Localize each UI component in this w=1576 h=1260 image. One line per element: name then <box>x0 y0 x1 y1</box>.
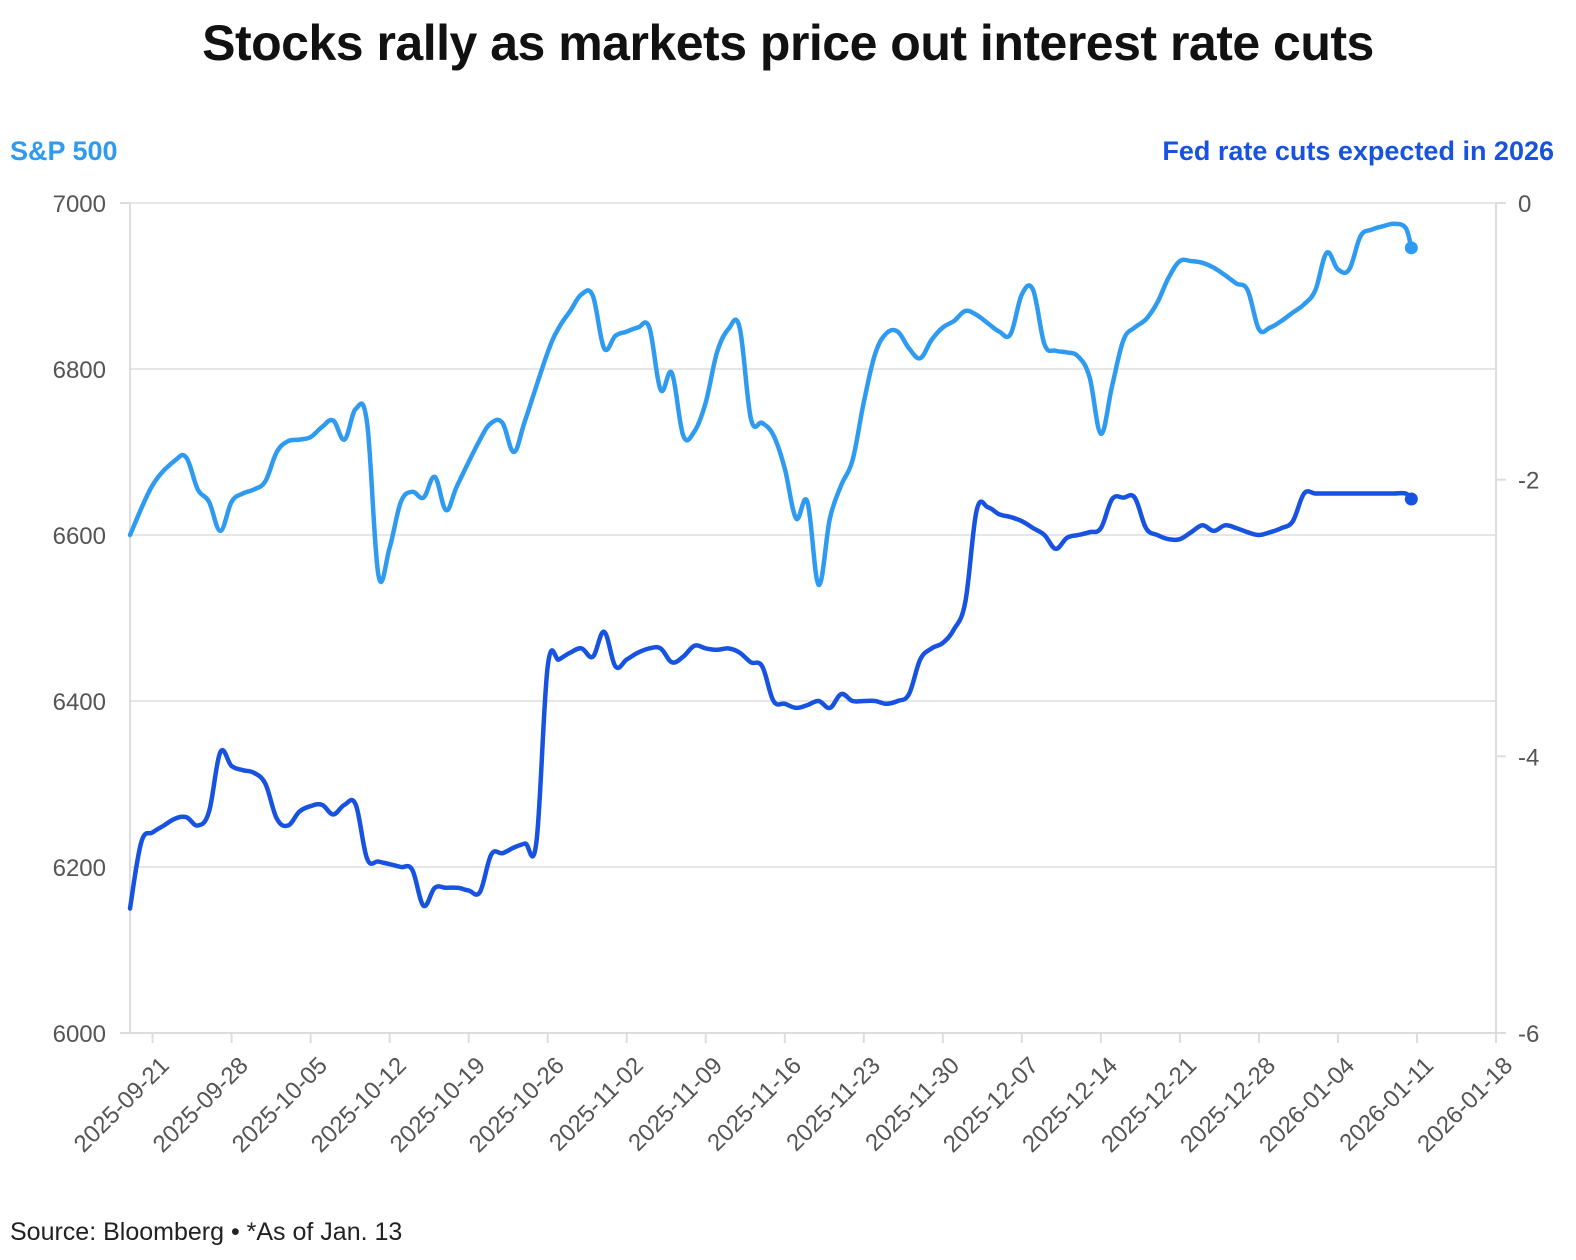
right-axis-label: Fed rate cuts expected in 2026 <box>1162 136 1554 166</box>
left-tick-label: 6600 <box>53 523 106 550</box>
axes <box>120 202 1506 1034</box>
chart-title: Stocks rally as markets price out intere… <box>202 15 1374 71</box>
right-axis-ticks: -6 -4 -2 0 <box>1496 191 1539 1048</box>
right-tick-label: -2 <box>1518 468 1539 495</box>
right-tick-label: -6 <box>1518 1021 1539 1048</box>
right-tick-label: -4 <box>1518 744 1539 771</box>
sp500-endpoint <box>1404 241 1418 255</box>
sp500-line <box>127 221 1414 588</box>
left-tick-label: 6000 <box>53 1021 106 1048</box>
line-chart: 6000 6200 6400 6600 6800 7000 -6 -4 -2 0 2025-09… <box>53 191 1540 1158</box>
left-tick-label: 6800 <box>53 357 106 384</box>
source-note: Source: Bloomberg • *As of Jan. 13 <box>10 1218 403 1246</box>
left-tick-label: 6200 <box>53 855 106 882</box>
left-tick-label: 6400 <box>53 689 106 716</box>
fed-cuts-line <box>127 489 1414 911</box>
series-lines <box>127 221 1418 911</box>
fed-cuts-endpoint <box>1404 492 1418 506</box>
left-axis-label: S&P 500 <box>10 136 118 166</box>
x-axis-ticks: 2025-09-212025-09-282025-10-052025-10-12… <box>69 1033 1518 1158</box>
left-axis-ticks: 6000 6200 6400 6600 6800 7000 <box>53 191 106 1048</box>
right-tick-label: 0 <box>1518 191 1531 218</box>
left-tick-label: 7000 <box>53 191 106 218</box>
